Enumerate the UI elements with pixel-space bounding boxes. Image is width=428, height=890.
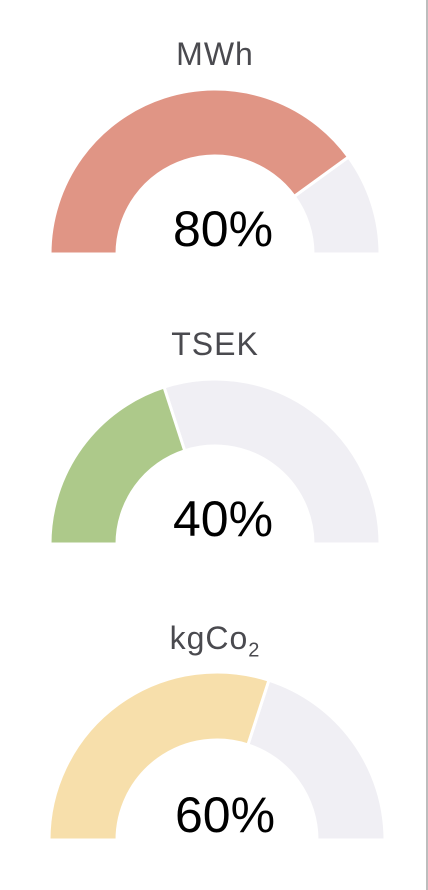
- gauge-track-1: [162, 377, 382, 546]
- gauge-title-tsek: TSEK: [0, 326, 428, 363]
- gauge-fill-0: [48, 87, 350, 256]
- gauge-title-text: TSEK: [171, 326, 259, 362]
- gauge-fill-2: [47, 670, 271, 842]
- gauge-title-mwh: MWh: [0, 36, 428, 73]
- gauge-track-2: [246, 678, 387, 842]
- gauge-title-subscript: 2: [248, 639, 261, 662]
- gauge-fill-1: [48, 385, 187, 546]
- gauge-title-text: kgCo: [169, 620, 249, 656]
- gauge-value-label-2: 60%: [175, 787, 275, 843]
- gauge-title-text: MWh: [176, 36, 254, 72]
- gauge-value-label-0: 80%: [173, 201, 273, 257]
- gauge-title-kgco2: kgCo2: [0, 620, 428, 662]
- gauge-value-label-1: 40%: [173, 491, 273, 547]
- panel-right-border: [426, 0, 428, 890]
